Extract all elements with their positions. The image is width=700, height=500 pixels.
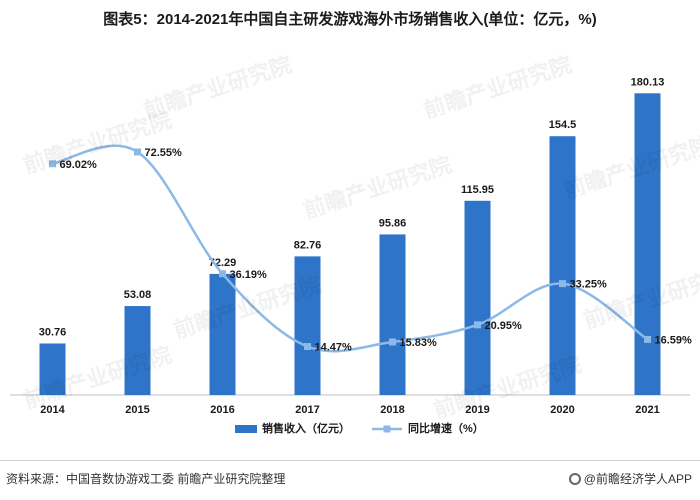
- brand-text: @前瞻经济学人APP: [583, 472, 692, 486]
- x-tick-label: 2016: [210, 404, 234, 416]
- bar-value-label: 115.95: [461, 184, 494, 196]
- line-point-2015: [134, 148, 141, 156]
- x-tick-label: 2014: [40, 404, 65, 416]
- line-value-label: 33.25%: [570, 279, 608, 291]
- bar-2019: [464, 200, 491, 395]
- line-point-2021: [644, 335, 651, 343]
- bar-2020: [549, 136, 576, 395]
- line-value-label: 69.02%: [60, 159, 98, 171]
- line-value-label: 15.83%: [400, 337, 438, 349]
- x-tick-label: 2020: [550, 404, 574, 416]
- x-tick-label: 2015: [125, 404, 149, 416]
- bar-value-label: 30.76: [39, 326, 67, 338]
- line-value-label: 36.19%: [230, 269, 268, 281]
- x-tick-label: 2019: [465, 404, 489, 416]
- legend-line-label: 同比增速（%）: [408, 421, 484, 435]
- line-value-label: 16.59%: [655, 334, 693, 346]
- x-tick-label: 2017: [295, 404, 319, 416]
- bar-value-label: 82.76: [294, 239, 322, 251]
- brand-logo-icon: [568, 472, 581, 485]
- bar-2015: [124, 306, 151, 395]
- bar-2021: [634, 93, 661, 395]
- bar-2017: [294, 256, 321, 395]
- growth-rate-line: [52, 144, 649, 353]
- line-point-2016: [219, 270, 226, 278]
- line-point-2018: [389, 338, 396, 346]
- bar-value-label: 95.86: [379, 217, 407, 229]
- chart-title: 图表5：2014-2021年中国自主研发游戏海外市场销售收入(单位：亿元，%): [103, 11, 597, 28]
- brand-credit: @前瞻经济学人APP: [568, 470, 692, 487]
- legend-bar-swatch: [235, 425, 257, 433]
- line-value-label: 14.47%: [315, 342, 353, 354]
- footer-divider: [0, 460, 700, 461]
- bar-value-label: 53.08: [124, 289, 152, 301]
- bar-2016: [209, 273, 236, 395]
- legend-bar-label: 销售收入（亿元）: [262, 421, 350, 435]
- line-point-2017: [304, 343, 311, 351]
- x-tick-label: 2021: [635, 404, 659, 416]
- line-value-label: 72.55%: [145, 147, 183, 159]
- line-point-2019: [474, 321, 481, 329]
- bar-value-label: 180.13: [631, 76, 665, 88]
- chart: 30.76201453.08201572.29201682.76201795.8…: [10, 76, 693, 435]
- source-note: 资料来源：中国音数协游戏工委 前瞻产业研究院整理: [6, 472, 286, 486]
- line-point-2020: [559, 280, 566, 288]
- line-value-label: 20.95%: [485, 320, 523, 332]
- bar-2018: [379, 234, 406, 395]
- bar-2014: [39, 343, 66, 395]
- legend-line-marker: [383, 425, 391, 433]
- line-point-2014: [49, 160, 56, 168]
- x-tick-label: 2018: [380, 404, 404, 416]
- bar-value-label: 154.5: [549, 119, 577, 131]
